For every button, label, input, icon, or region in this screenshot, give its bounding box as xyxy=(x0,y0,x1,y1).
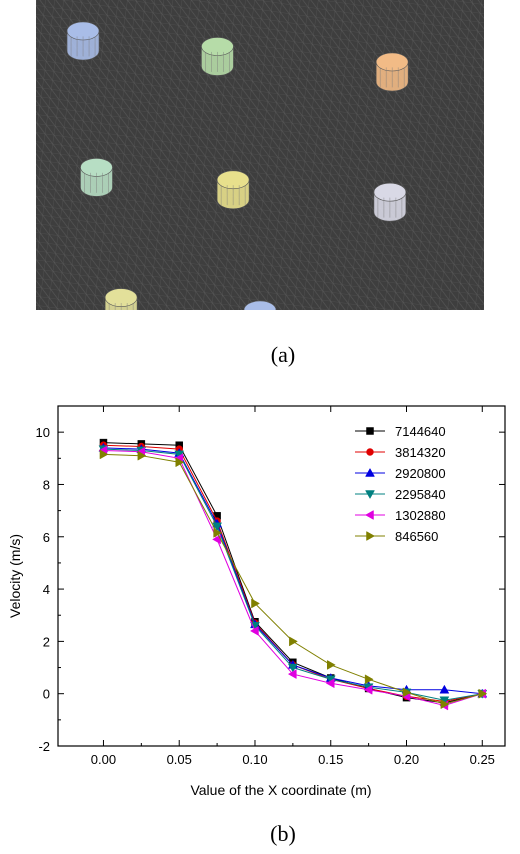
legend-label: 2295840 xyxy=(395,487,446,502)
legend-item: 2920800 xyxy=(355,466,446,481)
cylinder xyxy=(201,37,234,76)
data-point xyxy=(366,427,374,435)
y-tick-label: -2 xyxy=(38,739,50,754)
y-axis-label: Velocity (m/s) xyxy=(7,534,23,618)
legend-label: 7144640 xyxy=(395,424,446,439)
data-point xyxy=(440,699,450,710)
legend-item: 3814320 xyxy=(355,445,446,460)
legend-label: 1302880 xyxy=(395,508,446,523)
x-tick-label: 0.00 xyxy=(91,752,116,767)
cylinder xyxy=(243,300,277,310)
panel-b-label: (b) xyxy=(270,821,296,846)
data-point xyxy=(287,669,297,680)
legend-item: 1302880 xyxy=(355,508,446,523)
y-tick-label: 10 xyxy=(36,425,50,440)
legend-item: 7144640 xyxy=(355,424,446,439)
mesh-domain xyxy=(36,0,484,310)
y-tick-label: 4 xyxy=(43,582,50,597)
cylinder xyxy=(80,158,113,197)
legend: 7144640 3814320 2920800 2295840 1302880 84656… xyxy=(355,424,446,544)
mesh-panel xyxy=(36,0,484,310)
data-point xyxy=(289,636,298,647)
data-point xyxy=(364,674,374,685)
data-point xyxy=(366,531,376,541)
legend-label: 3814320 xyxy=(395,445,446,460)
cylinder xyxy=(216,170,250,210)
data-point xyxy=(326,659,336,670)
cylinder xyxy=(373,182,407,222)
x-axis-label: Value of the X coordinate (m) xyxy=(190,782,371,798)
data-point xyxy=(366,448,374,456)
data-point xyxy=(137,450,147,461)
velocity-chart: 0.00 0.05 0.10 0.15 0.20 0.25 -2 0 2 4 6 8 10 71446… xyxy=(7,405,506,798)
cylinder xyxy=(104,288,138,310)
x-tick-label: 0.10 xyxy=(242,752,267,767)
data-point xyxy=(213,527,223,538)
legend-label: 2920800 xyxy=(395,466,446,481)
y-tick-label: 8 xyxy=(43,477,50,492)
x-tick-label: 0.15 xyxy=(318,752,343,767)
data-point xyxy=(249,625,259,636)
y-tick-label: 6 xyxy=(43,530,50,545)
x-tick-label: 0.25 xyxy=(470,752,495,767)
panel-a-label: (a) xyxy=(271,342,295,367)
data-point xyxy=(402,687,412,698)
data-point xyxy=(478,688,488,699)
x-tick-label: 0.20 xyxy=(394,752,419,767)
legend-label: 846560 xyxy=(395,529,438,544)
y-axis: -2 0 2 4 6 8 10 xyxy=(36,425,505,754)
cylinder xyxy=(375,52,409,92)
x-tick-label: 0.05 xyxy=(167,752,192,767)
cylinder-group xyxy=(66,21,409,310)
y-tick-label: 0 xyxy=(43,687,50,702)
data-point xyxy=(364,510,374,520)
series-layer xyxy=(98,438,488,711)
cylinder xyxy=(66,21,100,61)
data-point xyxy=(363,684,373,695)
data-point xyxy=(439,684,450,694)
data-point xyxy=(99,449,109,460)
data-point xyxy=(175,457,185,468)
x-axis: 0.00 0.05 0.10 0.15 0.20 0.25 xyxy=(91,406,495,767)
data-point xyxy=(251,598,260,609)
series-846560 xyxy=(99,449,488,710)
y-tick-label: 2 xyxy=(43,634,50,649)
legend-item: 2295840 xyxy=(355,487,446,502)
data-point xyxy=(325,678,335,689)
data-point xyxy=(287,663,298,673)
legend-item: 846560 xyxy=(355,529,438,544)
data-point xyxy=(365,467,375,477)
data-point xyxy=(212,522,223,532)
data-point xyxy=(365,490,375,500)
